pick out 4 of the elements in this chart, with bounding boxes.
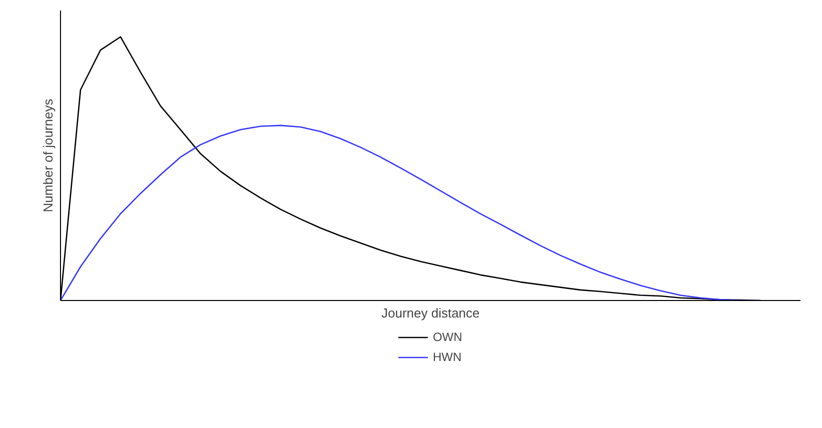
x-axis-title: Journey distance [381,306,480,320]
legend-label: OWN [432,330,462,344]
y-axis-title: Number of journeys [40,98,56,212]
legend-label: HWN [432,350,462,364]
